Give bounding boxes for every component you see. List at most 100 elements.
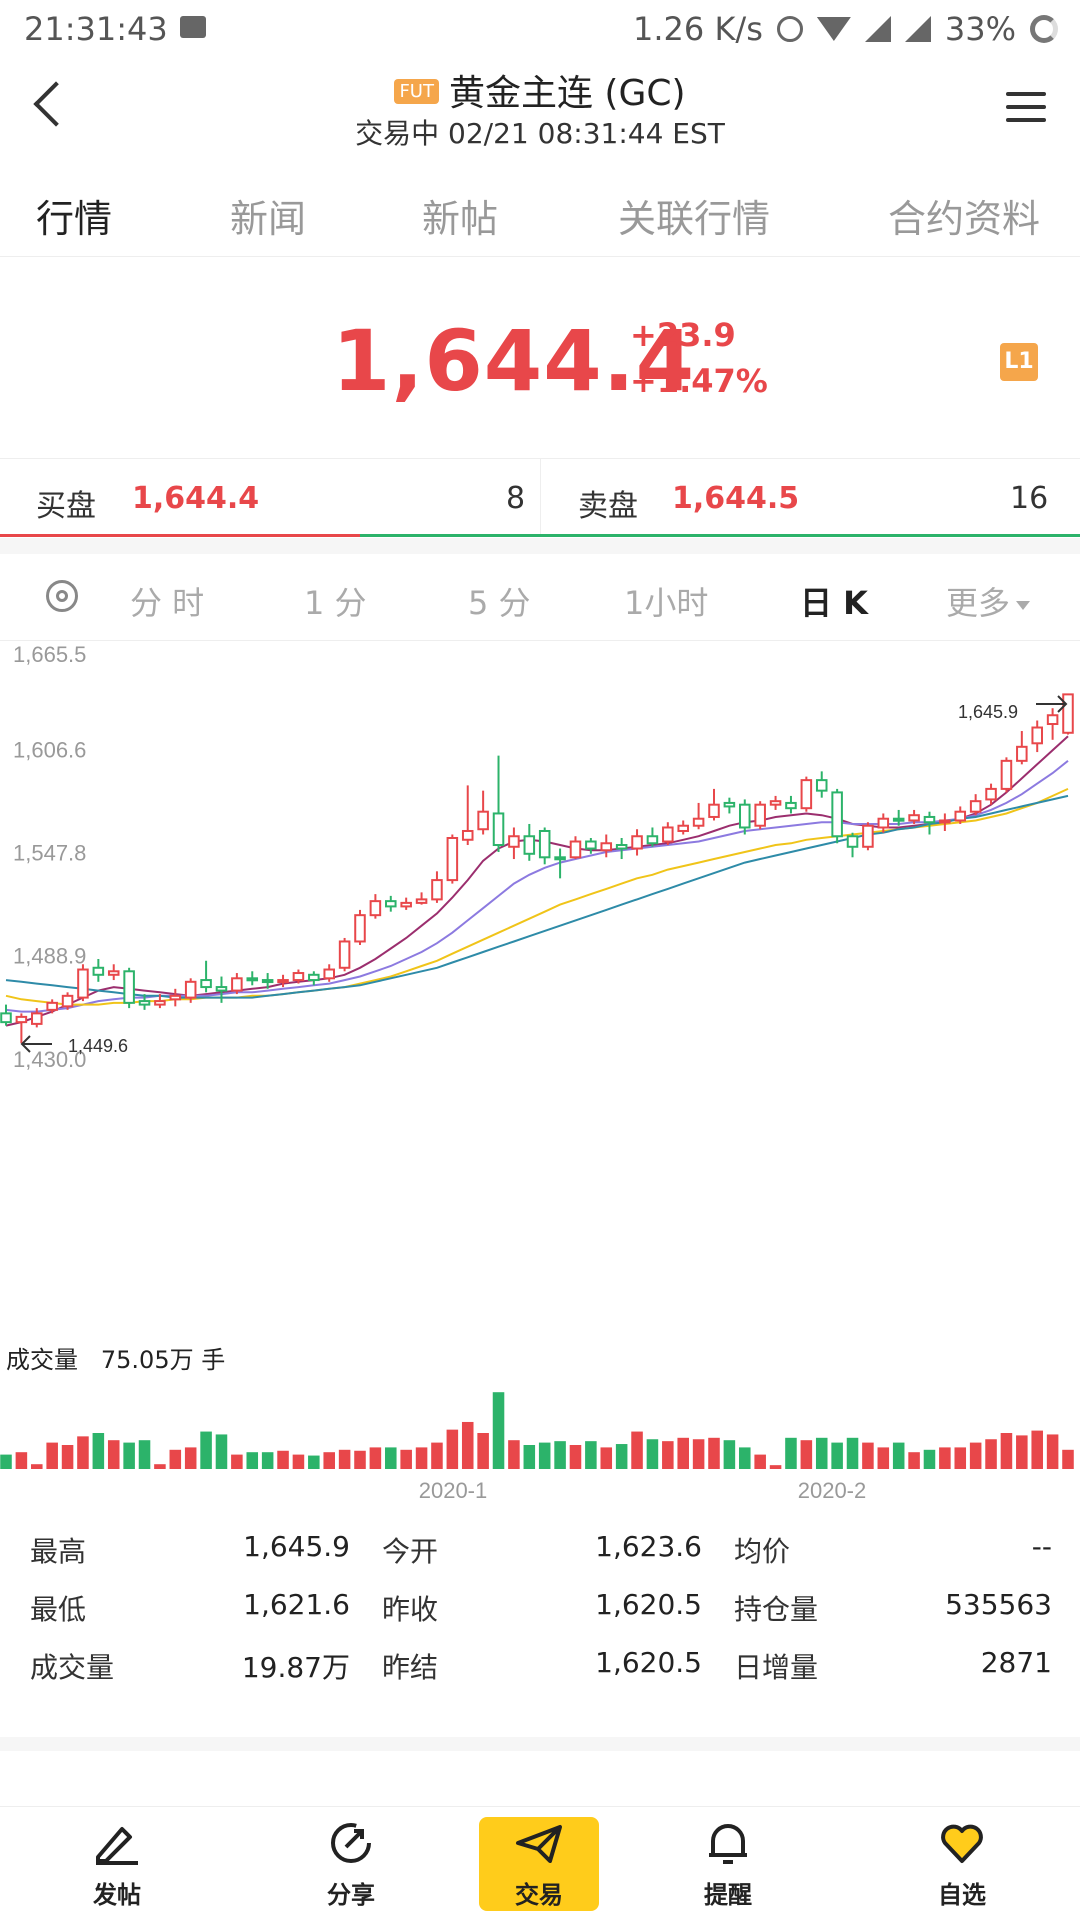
volume-header: 成交量 75.05万 手 [6, 1340, 225, 1375]
candle-body [61, 994, 74, 1008]
volume-bar [1000, 1433, 1013, 1469]
candle-body [246, 977, 259, 982]
candle-body [600, 842, 613, 852]
period-5min[interactable]: 5 分 [468, 584, 531, 622]
section-divider-2 [0, 1737, 1080, 1751]
volume-bar [969, 1442, 982, 1469]
volume-bar [923, 1449, 936, 1469]
network-speed: 1.26 K/s [633, 10, 763, 48]
candle-body [338, 940, 351, 969]
volume-bar [815, 1437, 828, 1469]
volume-bar [831, 1442, 843, 1469]
candle-body [892, 817, 905, 822]
volume-bar [1046, 1434, 1059, 1469]
tab-related[interactable]: 关联行情 [618, 197, 771, 241]
tab-posts[interactable]: 新帖 [422, 197, 499, 241]
arrow-left-icon [20, 1035, 52, 1053]
volume-bar [338, 1449, 351, 1469]
bid-ask-divider [540, 459, 541, 537]
candle-body [739, 803, 751, 829]
stat-value: -- [1031, 1530, 1052, 1563]
tab-quotes[interactable]: 行情 [36, 197, 113, 241]
tab-contract-info[interactable]: 合约资料 [888, 197, 1041, 241]
volume-bar [277, 1450, 289, 1469]
candle-body [677, 824, 689, 832]
candle-body [923, 815, 936, 824]
candle-body [400, 901, 412, 908]
tab-news[interactable]: 新闻 [230, 197, 307, 241]
candle-body [615, 844, 628, 850]
nav-share[interactable]: 分享 [291, 1821, 411, 1910]
stat-value: 535563 [945, 1588, 1052, 1621]
image-notification-icon [180, 16, 206, 38]
candle-body [508, 835, 520, 848]
nav-watchlist-label: 自选 [938, 1881, 986, 1909]
candle-body [554, 856, 566, 861]
caret-down-icon [1016, 600, 1031, 610]
candle-body [369, 900, 382, 917]
nav-share-label: 分享 [327, 1881, 375, 1909]
high-price-marker: 1,645.9 [958, 702, 1018, 722]
nav-trade[interactable]: 交易 [479, 1821, 599, 1910]
menu-icon[interactable] [1006, 92, 1046, 131]
candle-body [754, 803, 766, 827]
period-daily[interactable]: 日 K [800, 584, 868, 622]
candle-body [1062, 693, 1074, 734]
candle-body [1000, 759, 1013, 790]
candle-body [538, 829, 551, 859]
level1-badge[interactable]: L1 [1000, 343, 1038, 381]
bottom-nav: 发帖 分享 交易 提醒 自选 [0, 1806, 1080, 1921]
price-change-percent: +1.47% [630, 362, 768, 400]
stat-label: 均价 [734, 1535, 791, 1568]
candle-body [184, 980, 197, 999]
chart-settings-icon[interactable] [46, 580, 78, 612]
volume-bar [169, 1449, 182, 1469]
status-time: 21:31:43 [24, 10, 168, 48]
candle-body [169, 994, 182, 1001]
alarm-icon [776, 16, 803, 42]
y-axis-tick-label: 1,547.8 [13, 840, 86, 865]
candle-body [939, 819, 951, 824]
stat-label: 成交量 [30, 1651, 115, 1684]
stat-label: 昨收 [382, 1593, 439, 1626]
volume-bar [184, 1447, 197, 1469]
candle-body [769, 800, 782, 806]
volume-bar [461, 1421, 474, 1469]
nav-alert[interactable]: 提醒 [668, 1821, 788, 1910]
volume-bar [492, 1392, 505, 1469]
candlestick-chart[interactable]: 1,665.5 1,606.6 1,547.8 1,488.9 1,430.0 1,64… [0, 640, 1080, 1520]
volume-bar [0, 1454, 12, 1469]
ask-price: 1,644.5 [672, 481, 800, 516]
signal-icon-2 [904, 16, 931, 42]
candle-body [785, 801, 797, 810]
nav-watchlist[interactable]: 自选 [902, 1821, 1022, 1910]
candle-body [646, 835, 659, 845]
nav-post[interactable]: 发帖 [57, 1821, 177, 1910]
period-1min[interactable]: 1 分 [304, 584, 367, 622]
candle-body [107, 970, 120, 976]
stat-label: 日增量 [734, 1651, 819, 1684]
volume-bar [415, 1447, 428, 1469]
candle-body [877, 817, 890, 829]
bid-strength-bar [0, 534, 360, 537]
volume-bar [308, 1455, 320, 1469]
bid-ask-bar: 买盘 1,644.4 8 卖盘 1,644.5 16 [0, 458, 1080, 539]
battery-percent: 33% [944, 10, 1016, 48]
period-timeshare[interactable]: 分 时 [130, 584, 205, 622]
nav-post-label: 发帖 [93, 1881, 141, 1909]
candle-body [631, 835, 643, 850]
volume-bar [446, 1429, 459, 1469]
volume-bar [538, 1442, 551, 1469]
volume-bar [431, 1442, 443, 1469]
volume-bar [15, 1452, 28, 1469]
period-1hour[interactable]: 1小时 [624, 584, 709, 622]
stat-value: 1,645.9 [243, 1530, 350, 1563]
volume-bar [323, 1452, 335, 1469]
volume-bar [246, 1452, 259, 1469]
period-more[interactable]: 更多 [946, 578, 1031, 624]
volume-bar [631, 1431, 643, 1469]
volume-bar [785, 1437, 797, 1469]
candle-body [1016, 745, 1028, 762]
paper-plane-icon [516, 1825, 562, 1863]
volume-bar [400, 1449, 412, 1469]
